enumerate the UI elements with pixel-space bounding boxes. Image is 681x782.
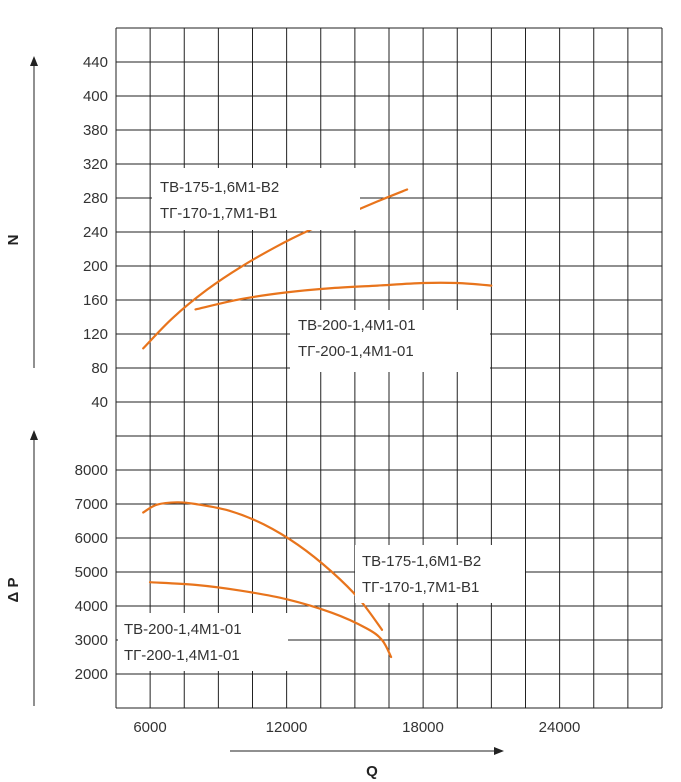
x-tick-label: 6000 xyxy=(133,719,166,736)
x-axis-title: Q xyxy=(366,763,378,780)
y-tick-label-n: 120 xyxy=(83,326,108,343)
chart-grid xyxy=(115,27,663,709)
label-n-upper: ТВ-175-1,6М1-В2 ТГ-170-1,7М1-В1 xyxy=(152,168,360,230)
y-tick-label-n: 320 xyxy=(83,156,108,173)
y-tick-label-dp: 5000 xyxy=(75,564,108,581)
y-tick-label-n: 280 xyxy=(83,190,108,207)
y-axis-dp: Δ P xyxy=(5,430,38,706)
y-axis-n: N xyxy=(5,56,38,368)
y-tick-label-n: 80 xyxy=(91,360,108,377)
label-dp-lower-line2: ТГ-200-1,4М1-01 xyxy=(124,647,240,664)
arrow-right-icon xyxy=(494,747,504,755)
arrow-up-icon xyxy=(30,430,38,440)
y-tick-label-dp: 4000 xyxy=(75,598,108,615)
series-line-n-2 xyxy=(194,281,493,311)
y-tick-label-n: 200 xyxy=(83,258,108,275)
y-axis-n-title: N xyxy=(5,235,22,246)
y-tick-label-n: 440 xyxy=(83,54,108,71)
label-dp-lower: ТВ-200-1,4М1-01 ТГ-200-1,4М1-01 xyxy=(118,613,288,671)
x-tick-label: 12000 xyxy=(266,719,308,736)
label-dp-lower-line1: ТВ-200-1,4М1-01 xyxy=(124,621,242,638)
y-tick-label-n: 240 xyxy=(83,224,108,241)
series-line-n-1 xyxy=(142,188,409,350)
x-tick-label: 18000 xyxy=(402,719,444,736)
y-tick-label-dp: 8000 xyxy=(75,462,108,479)
y-tick-label-dp: 2000 xyxy=(75,666,108,683)
label-n-upper-line1: ТВ-175-1,6М1-В2 xyxy=(160,179,279,196)
y-tick-label-n: 380 xyxy=(83,122,108,139)
arrow-up-icon xyxy=(30,56,38,66)
label-n-lower: ТВ-200-1,4М1-01 ТГ-200-1,4М1-01 xyxy=(290,310,490,372)
label-dp-upper-line1: ТВ-175-1,6М1-В2 xyxy=(362,553,481,570)
x-axis: Q xyxy=(230,747,504,780)
y-tick-label-dp: 7000 xyxy=(75,496,108,513)
x-tick-labels: 6000 12000 18000 24000 xyxy=(133,719,580,736)
y-tick-labels: 40 80 120 160 200 240 280 320 380 400 440 2000 3000 4… xyxy=(75,54,108,683)
y-tick-label-n: 160 xyxy=(83,292,108,309)
y-tick-label-dp: 6000 xyxy=(75,530,108,547)
y-tick-label-n: 400 xyxy=(83,88,108,105)
x-tick-label: 24000 xyxy=(539,719,581,736)
y-tick-label-dp: 3000 xyxy=(75,632,108,649)
label-n-lower-line1: ТВ-200-1,4М1-01 xyxy=(298,317,416,334)
series-line-dp-1 xyxy=(142,501,384,631)
series-line-dp-2 xyxy=(148,581,393,659)
chart-curves xyxy=(142,188,493,659)
label-dp-upper: ТВ-175-1,6М1-В2 ТГ-170-1,7М1-В1 xyxy=(355,545,525,603)
label-n-upper-line2: ТГ-170-1,7М1-В1 xyxy=(160,205,277,222)
y-tick-label-n: 40 xyxy=(91,394,108,411)
label-n-lower-line2: ТГ-200-1,4М1-01 xyxy=(298,343,414,360)
y-axis-dp-title: Δ P xyxy=(5,578,22,603)
label-dp-upper-line2: ТГ-170-1,7М1-В1 xyxy=(362,579,479,596)
